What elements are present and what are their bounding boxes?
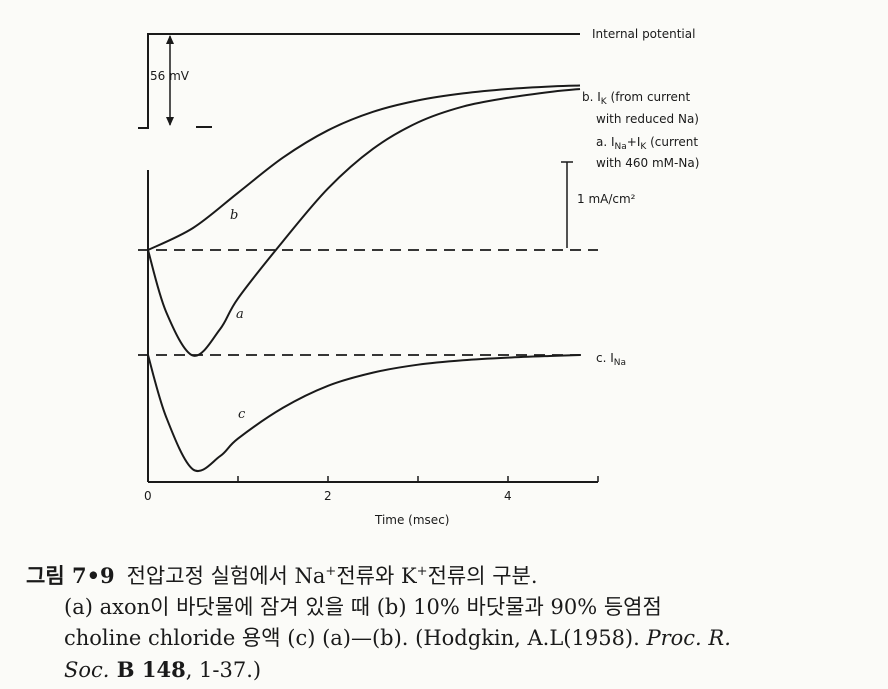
scale-bar-label: 1 mA/cm²	[577, 192, 636, 206]
curve-a	[147, 87, 581, 357]
voltage-arrow-head-bottom	[166, 117, 174, 126]
caption-line-2: (a) axon이 바닷물에 잠겨 있을 때 (b) 10% 바닷물과 90% …	[64, 595, 662, 619]
curve-letter-b: b	[230, 208, 238, 223]
caption-title-part3: 전류의 구분.	[427, 564, 538, 588]
x-axis-label: Time (msec)	[374, 513, 449, 527]
x-tick-0: 0	[144, 489, 152, 503]
x-ticks	[147, 476, 599, 482]
legend-b-line1: b. IK (from current	[582, 90, 691, 107]
voltage-arrow-head-top	[166, 35, 174, 44]
legend-a-line1: a. INa+IK (current	[596, 135, 698, 152]
caption-line-4-rest: , 1-37.)	[185, 658, 262, 682]
caption-title-part2: 전류와 K	[336, 564, 417, 588]
legend-a-line2: with 460 mM-Na)	[596, 156, 699, 170]
x-tick-4: 4	[504, 489, 512, 503]
voltage-step-label: 56 mV	[150, 69, 190, 83]
legend-c: c. INa	[596, 351, 626, 368]
curves-group	[147, 84, 581, 472]
caption-title-part1: 전압고정 실험에서 Na	[126, 564, 326, 588]
curve-b	[147, 84, 581, 251]
caption-line-4: Soc. B 148, 1-37.)	[26, 654, 866, 686]
internal-potential-label: Internal potential	[592, 27, 695, 41]
caption-fig-number: 그림 7•9	[26, 563, 115, 588]
curve-letter-a: a	[236, 307, 244, 322]
caption-title-sup1: +	[325, 564, 337, 579]
caption-line-4-italic: Soc.	[64, 658, 110, 682]
caption-line-4-bold: B 148	[109, 657, 186, 682]
caption-title: 그림 7•9 전압고정 실험에서 Na+전류와 K+전류의 구분.	[26, 556, 866, 592]
internal-potential-trace	[138, 33, 580, 129]
caption-line-3-italic: Proc. R.	[646, 626, 731, 650]
caption-line-3: choline chloride 용액 (c) (a)—(b). (Hodgki…	[26, 623, 866, 654]
caption-line-3-text: choline chloride 용액 (c) (a)—(b). (Hodgki…	[64, 626, 647, 650]
caption-title-sup2: +	[416, 564, 428, 579]
curve-letter-c: c	[238, 407, 246, 422]
x-tick-2: 2	[324, 489, 332, 503]
figure-diagram: Internal potential 56 mV 0 2 4 Time (mse…	[138, 27, 699, 527]
legend-b-line2: with reduced Na)	[596, 112, 699, 126]
curve-c	[147, 354, 581, 472]
figure-caption: 그림 7•9 전압고정 실험에서 Na+전류와 K+전류의 구분. (a) axo…	[26, 556, 866, 686]
